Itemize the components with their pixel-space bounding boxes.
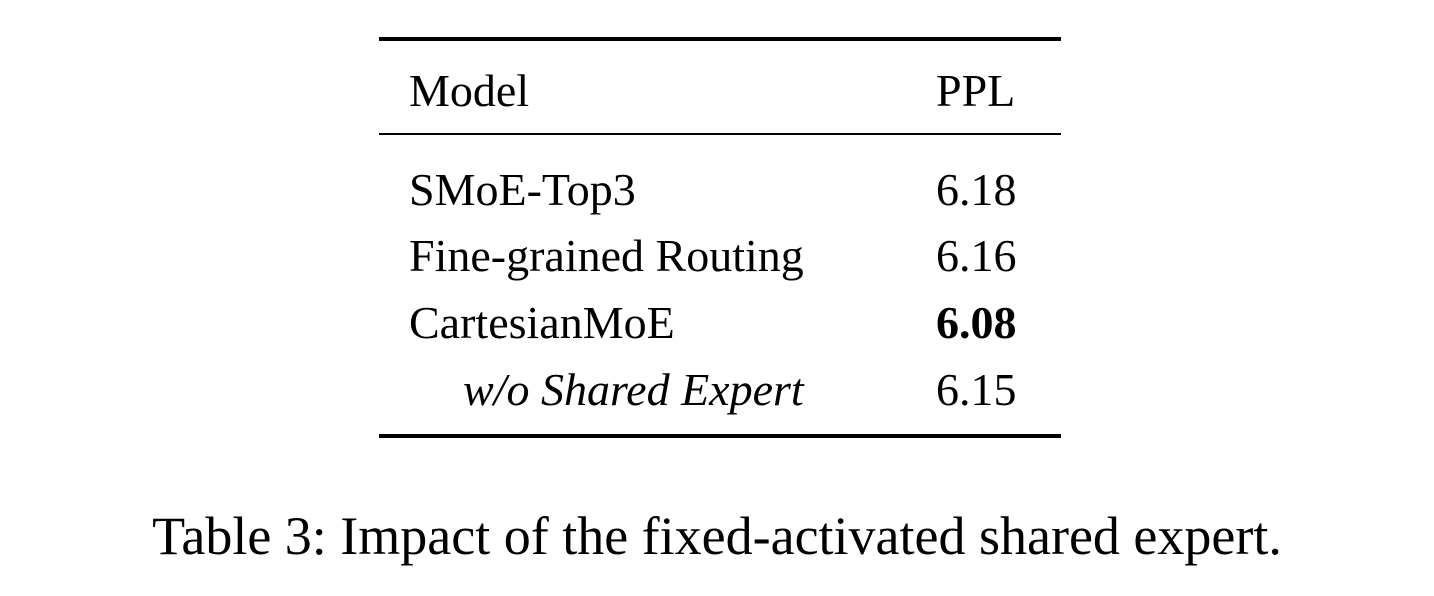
table-bottom-rule <box>379 434 1061 438</box>
row-without-shared-expert-model: w/o Shared Expert <box>463 364 804 415</box>
row-smoe-top3-ppl: 6.18 <box>936 164 1017 215</box>
row-cartesianmoe-model: CartesianMoE <box>409 297 675 348</box>
row-smoe-top3-model: SMoE-Top3 <box>409 164 636 215</box>
row-fine-grained-routing-ppl: 6.16 <box>936 230 1017 281</box>
table-caption: Table 3: Impact of the fixed-activated s… <box>152 506 1282 566</box>
row-cartesianmoe-ppl: 6.08 <box>936 297 1017 348</box>
column-header-model: Model <box>409 65 530 116</box>
table-top-rule <box>379 37 1061 41</box>
table-header-rule <box>379 133 1061 135</box>
column-header-ppl: PPL <box>936 65 1016 116</box>
row-fine-grained-routing-model: Fine-grained Routing <box>409 230 804 281</box>
row-without-shared-expert-ppl: 6.15 <box>936 364 1017 415</box>
